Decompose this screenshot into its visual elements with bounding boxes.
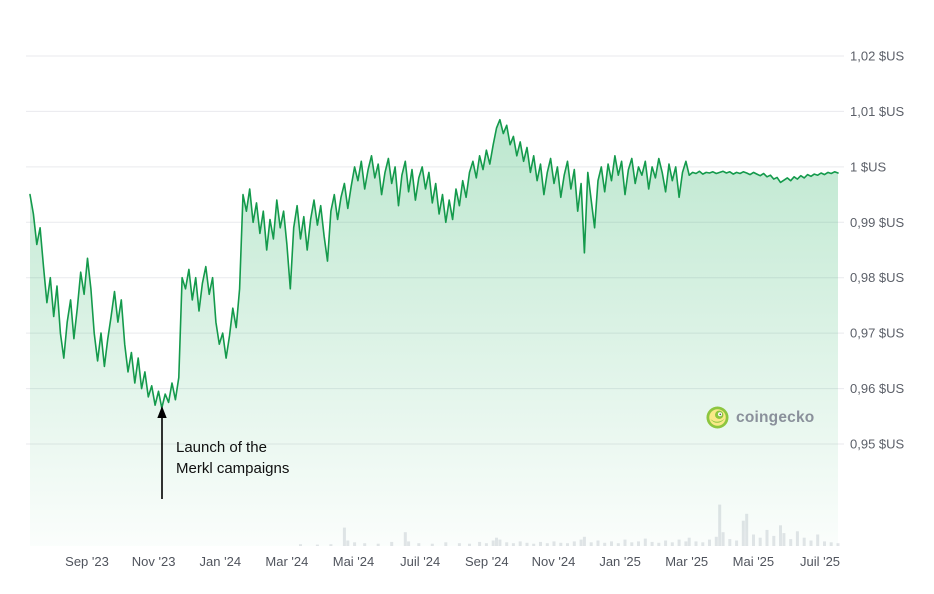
annotation-arrow-icon: [157, 406, 167, 499]
annotation-line2: Merkl campaigns: [176, 460, 290, 478]
x-axis-label: Juil '24: [400, 554, 440, 569]
y-axis-label: 0,98 $US: [850, 270, 905, 285]
x-axis-label: Nov '23: [132, 554, 176, 569]
x-axis-label: Mai '24: [333, 554, 375, 569]
y-axis-label: 1 $US: [850, 159, 886, 174]
x-axis-label: Jan '25: [599, 554, 641, 569]
x-axis-label: Mai '25: [733, 554, 775, 569]
y-axis-label: 0,95 $US: [850, 437, 905, 452]
x-axis-label: Sep '23: [65, 554, 109, 569]
coingecko-watermark: coingecko: [706, 406, 814, 429]
annotation-line1: Launch of the: [176, 439, 267, 456]
coingecko-logo-icon: [706, 406, 729, 429]
y-axis-label: 0,99 $US: [850, 215, 905, 230]
x-axis-label: Jan '24: [200, 554, 242, 569]
y-axis-label: 0,96 $US: [850, 381, 905, 396]
watermark-text: coingecko: [736, 408, 815, 426]
x-axis-label: Mar '25: [665, 554, 708, 569]
y-axis-label: 1,01 $US: [850, 104, 905, 119]
x-axis-label: Sep '24: [465, 554, 509, 569]
y-axis-label: 1,02 $US: [850, 49, 905, 64]
x-axis-label: Juil '25: [800, 554, 840, 569]
y-axis-label: 0,97 $US: [850, 326, 905, 341]
price-line: [29, 118, 839, 409]
price-area: [30, 119, 838, 546]
x-axis-label: Mar '24: [265, 554, 308, 569]
x-axis-label: Nov '24: [532, 554, 576, 569]
annotation-label: Launch of the Merkl campaigns: [176, 437, 289, 480]
